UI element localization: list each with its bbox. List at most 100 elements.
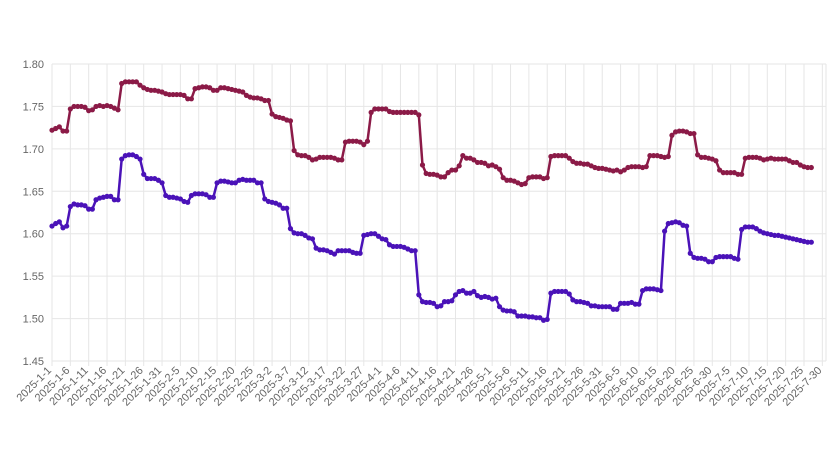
data-point[interactable] [632,301,638,307]
data-point[interactable] [537,315,543,321]
data-point[interactable] [75,202,81,208]
data-point[interactable] [647,286,653,292]
data-point[interactable] [739,226,745,233]
data-point[interactable] [463,155,470,161]
data-point[interactable] [603,304,609,310]
data-point[interactable] [739,171,745,177]
data-point[interactable] [324,154,330,160]
data-point[interactable] [67,106,73,112]
data-point[interactable] [353,250,360,256]
data-point[interactable] [746,224,752,230]
data-point[interactable] [529,174,536,180]
data-point[interactable] [713,158,719,164]
data-point[interactable] [595,165,602,171]
data-point[interactable] [317,154,323,160]
data-point[interactable] [790,159,796,166]
data-point[interactable] [251,177,257,183]
data-point[interactable] [75,103,81,110]
data-point[interactable] [581,161,587,167]
data-point[interactable] [130,79,136,85]
data-point[interactable] [111,197,117,203]
data-point[interactable] [460,287,466,294]
data-point[interactable] [735,171,741,177]
data-point[interactable] [551,153,558,159]
data-point[interactable] [56,124,62,130]
data-point[interactable] [808,164,814,171]
data-point[interactable] [254,180,261,186]
data-point[interactable] [430,300,437,306]
data-point[interactable] [438,303,444,309]
data-point[interactable] [412,109,418,115]
data-point[interactable] [229,180,235,186]
data-point[interactable] [126,79,132,85]
data-point[interactable] [397,109,404,115]
data-point[interactable] [144,175,150,182]
data-point[interactable] [808,239,814,245]
data-point[interactable] [364,138,371,144]
data-point[interactable] [559,153,565,159]
data-point[interactable] [511,309,517,315]
data-point[interactable] [247,177,253,183]
data-point[interactable] [108,193,114,199]
data-point[interactable] [753,226,759,232]
data-point[interactable] [493,164,499,170]
data-point[interactable] [643,286,649,292]
data-point[interactable] [728,170,734,176]
data-point[interactable] [695,255,701,261]
data-point[interactable] [566,291,572,297]
data-point[interactable] [71,103,77,110]
data-point[interactable] [243,177,250,183]
data-point[interactable] [724,254,730,260]
data-point[interactable] [298,153,305,159]
data-point[interactable] [573,299,580,305]
data-point[interactable] [196,191,202,197]
data-point[interactable] [573,160,580,166]
data-point[interactable] [115,107,121,113]
data-point[interactable] [357,139,363,145]
data-point[interactable] [676,220,682,226]
data-point[interactable] [269,111,275,117]
data-point[interactable] [460,153,466,159]
data-point[interactable] [119,156,125,162]
data-point[interactable] [207,194,213,200]
data-point[interactable] [632,164,638,170]
data-point[interactable] [544,175,550,181]
data-point[interactable] [64,223,70,229]
data-point[interactable] [628,164,635,170]
data-point[interactable] [218,178,224,184]
data-point[interactable] [742,224,748,230]
data-point[interactable] [262,196,268,202]
data-point[interactable] [805,164,811,171]
data-point[interactable] [339,248,345,254]
data-point[interactable] [775,156,781,162]
data-point[interactable] [427,171,433,177]
data-point[interactable] [284,205,290,211]
data-point[interactable] [394,109,400,115]
data-point[interactable] [544,316,550,323]
data-point[interactable] [89,107,95,113]
data-point[interactable] [181,92,187,98]
data-point[interactable] [174,91,180,98]
data-point[interactable] [449,167,455,173]
data-point[interactable] [504,177,510,183]
data-point[interactable] [82,203,88,209]
data-point[interactable] [89,206,95,212]
data-point[interactable] [647,153,653,159]
data-point[interactable] [361,142,367,148]
data-point[interactable] [379,106,385,112]
data-point[interactable] [482,160,488,166]
data-point[interactable] [375,106,382,112]
data-point[interactable] [56,219,62,225]
data-point[interactable] [86,206,92,212]
data-point[interactable] [166,194,172,200]
data-point[interactable] [794,159,800,166]
data-point[interactable] [419,162,426,168]
data-point[interactable] [606,304,613,310]
data-point[interactable] [555,153,561,159]
data-point[interactable] [320,154,327,160]
data-point[interactable] [214,87,220,93]
data-point[interactable] [210,194,216,200]
data-point[interactable] [709,259,715,265]
data-point[interactable] [155,177,161,183]
data-point[interactable] [750,154,756,160]
